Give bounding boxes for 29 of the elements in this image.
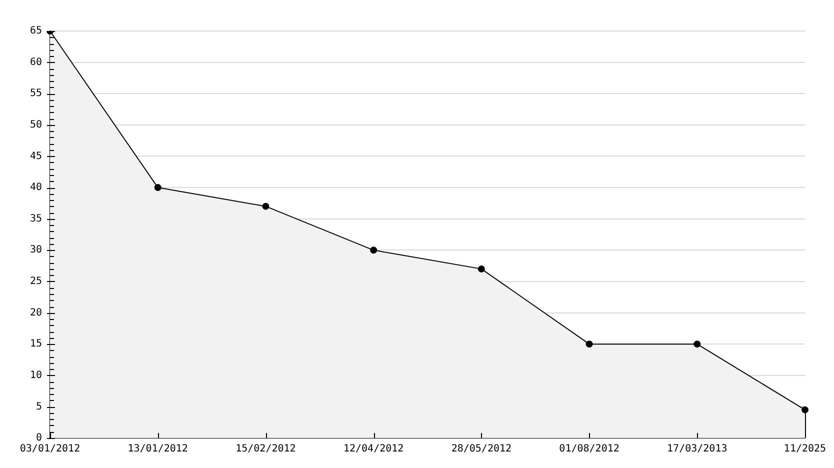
point (370, 246, 378, 254)
y-tick-label: 30 (30, 244, 42, 256)
x-tick-label: 17/03/2013 (667, 444, 728, 455)
y-tick-label: 50 (30, 120, 42, 131)
point (154, 184, 162, 192)
point (802, 406, 808, 414)
y-tick-label: 40 (30, 182, 42, 194)
x-tick-label: 13/01/2012 (128, 444, 188, 455)
x-tick-label: 15/02/2012 (236, 444, 296, 455)
x-tick-label: 11/2025 (784, 444, 826, 455)
point (694, 340, 701, 348)
y-tick-label: 5 (36, 401, 42, 412)
y-tick-label: 15 (30, 338, 42, 350)
y-tick-label: 35 (30, 213, 42, 224)
y-tick-label: 55 (30, 88, 42, 100)
y-tick-label: 60 (30, 56, 42, 68)
point (586, 340, 593, 348)
point (262, 202, 270, 210)
point (478, 265, 485, 272)
x-tick-label: 12/04/2012 (343, 444, 404, 455)
y-tick-label: 45 (30, 150, 42, 162)
x-tick-label: 01/08/2012 (559, 444, 620, 455)
y-tick-label: 25 (30, 276, 42, 288)
y-tick-label: 20 (30, 307, 42, 318)
x-tick-label: 03/01/2012 (20, 444, 80, 455)
y-tick-label: 0 (36, 432, 42, 444)
x-tick-label: 28/05/2012 (451, 444, 512, 455)
y-tick-label: 10 (30, 370, 42, 381)
y-tick-label: 65 (30, 26, 42, 37)
